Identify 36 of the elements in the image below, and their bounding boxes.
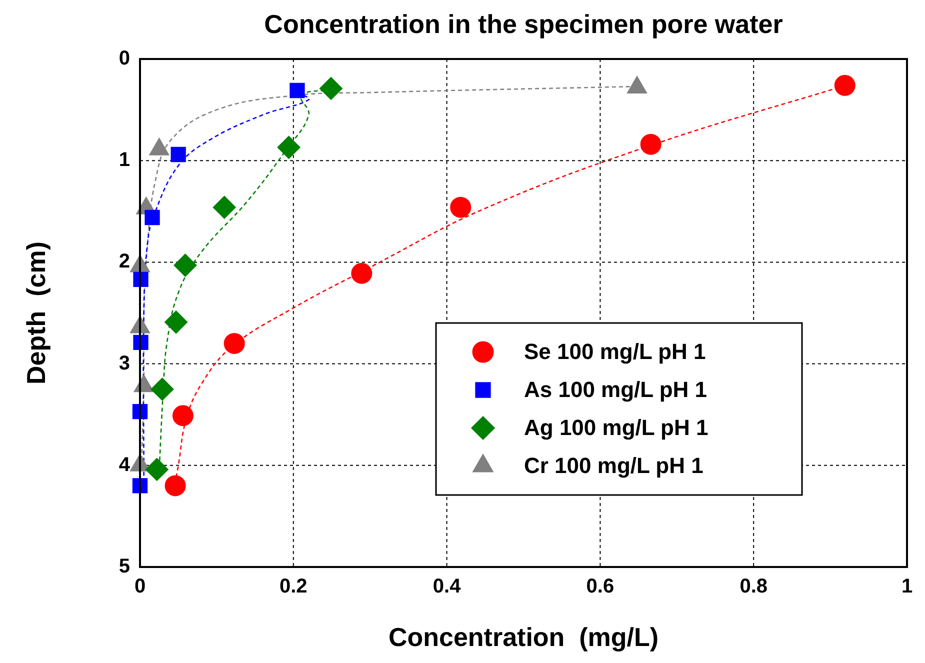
x-tick-label: 0.4 [432, 576, 462, 598]
point [150, 378, 174, 401]
y-tick-label: 0 [118, 48, 130, 70]
point [164, 310, 188, 334]
chart-title: Concentration in the specimen pore water [264, 9, 783, 40]
x-tick-label: 0.2 [279, 576, 308, 598]
y-tick-label: 1 [118, 149, 130, 172]
point [640, 134, 662, 155]
y-tick-label: 3 [118, 352, 130, 374]
legend-label: Ag 100 mg/L pH 1 [524, 415, 708, 440]
y-tick-label: 4 [118, 454, 131, 476]
y-tick-label: 2 [118, 250, 130, 273]
point [144, 210, 160, 226]
point [172, 405, 194, 426]
y-tick-label: 5 [118, 556, 130, 578]
point [174, 254, 197, 277]
legend-label: Se 100 mg/L pH 1 [524, 339, 706, 364]
x-tick-label: 0.8 [740, 576, 768, 598]
point [277, 136, 300, 159]
point [450, 196, 472, 218]
y-axis-title: Depth (cm) [21, 242, 52, 384]
x-axis-title: Concentration (mg/L) [388, 622, 659, 652]
point [224, 332, 245, 354]
point [319, 76, 342, 100]
x-tick-label: 1 [901, 576, 913, 598]
point [290, 82, 305, 98]
point [212, 196, 236, 219]
legend-label: As 100 mg/L pH 1 [524, 377, 707, 402]
point [170, 146, 186, 162]
point [351, 262, 372, 284]
x-tick-label: 0.6 [586, 576, 614, 598]
legend-label: Cr 100 mg/L pH 1 [524, 453, 704, 478]
point [834, 74, 856, 96]
point [164, 475, 186, 496]
x-tick-label: 0 [134, 576, 146, 598]
point [145, 458, 168, 481]
